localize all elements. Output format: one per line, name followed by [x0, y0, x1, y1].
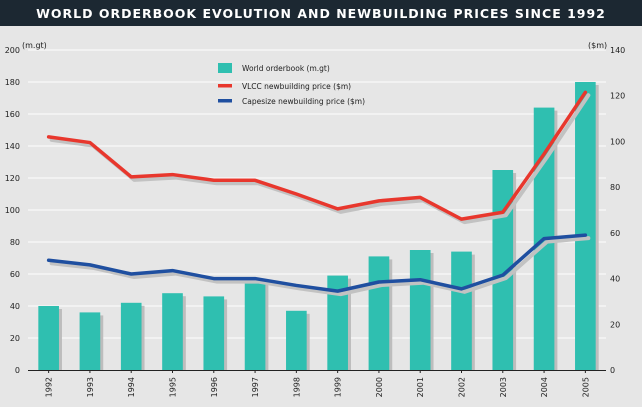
vlcc-price-line [46, 90, 588, 221]
x-tick-label: 2002 [458, 377, 467, 397]
left-tick-label: 60 [10, 270, 20, 279]
legend-label-orderbook: World orderbook (m.gt) [242, 64, 330, 73]
right-tick-label: 80 [610, 183, 620, 192]
left-tick-label: 80 [10, 238, 20, 247]
title-bar: WORLD ORDERBOOK EVOLUTION AND NEWBUILDIN… [0, 0, 642, 26]
x-tick-label: 1997 [251, 377, 260, 397]
line-shadow [49, 93, 591, 225]
bar-1993 [79, 312, 101, 370]
left-tick-label: 20 [10, 334, 20, 343]
price-lines [46, 90, 591, 297]
x-tick-label: 2000 [375, 377, 384, 397]
x-tick-label: 1992 [45, 377, 54, 397]
bar-2005 [575, 82, 596, 370]
x-tick-label: 1994 [127, 377, 136, 397]
left-tick-label: 180 [5, 78, 20, 87]
left-axis-unit: (m.gt) [22, 41, 47, 50]
right-tick-label: 120 [610, 92, 625, 101]
left-tick-label: 120 [5, 174, 20, 183]
bar-1997 [244, 278, 266, 370]
right-axis-ticks: 0 20 40 60 80 100 120 140 [610, 46, 625, 375]
x-tick-label: 1999 [334, 377, 343, 397]
bar-1999 [327, 275, 348, 370]
left-tick-label: 140 [5, 142, 20, 151]
capesize-price-line [46, 233, 588, 293]
bar-2000 [368, 256, 390, 370]
legend-label-vlcc: VLCC newbuilding price ($m) [242, 82, 351, 91]
bar-1992 [38, 306, 59, 370]
x-tick-label: 2004 [540, 377, 549, 397]
legend-swatch-capesize [218, 99, 232, 103]
x-tick-label: 2003 [499, 377, 508, 397]
left-axis-ticks: 0 20 40 60 80 100 120 140 160 180 200 [5, 46, 20, 375]
legend-label-capesize: Capesize newbuilding price ($m) [242, 97, 365, 106]
left-tick-label: 0 [15, 366, 20, 375]
legend-swatch-orderbook [218, 63, 232, 73]
chart-title: WORLD ORDERBOOK EVOLUTION AND NEWBUILDIN… [36, 5, 606, 21]
right-tick-label: 40 [610, 275, 620, 284]
legend: World orderbook (m.gt) VLCC newbuilding … [218, 63, 365, 106]
left-tick-label: 160 [5, 110, 20, 119]
left-tick-label: 40 [10, 302, 20, 311]
x-tick-label: 1995 [169, 377, 178, 397]
left-tick-label: 100 [5, 206, 20, 215]
x-tick-label: 2005 [581, 377, 590, 397]
right-tick-label: 0 [610, 366, 615, 375]
bar-1994 [120, 302, 142, 370]
orderbook-bars [38, 82, 599, 370]
x-tick-label: 1996 [210, 377, 219, 397]
x-axis-ticks: 1992 1993 1994 1995 1996 1997 1998 1999 2000 2001… [45, 370, 590, 397]
right-tick-label: 20 [610, 320, 620, 329]
bar-2003 [492, 170, 514, 370]
right-tick-label: 100 [610, 137, 625, 146]
x-tick-label: 1993 [86, 377, 95, 397]
bar-2001 [409, 250, 431, 370]
bar-1996 [203, 296, 225, 370]
right-axis-unit: ($m) [588, 41, 607, 50]
bar-1998 [286, 310, 307, 370]
legend-swatch-vlcc [218, 84, 232, 88]
x-tick-label: 1998 [292, 377, 301, 397]
x-tick-label: 2001 [416, 377, 425, 397]
line-shadow [49, 236, 591, 297]
left-tick-label: 200 [5, 46, 20, 55]
bar-2002 [451, 251, 472, 370]
right-tick-label: 140 [610, 46, 625, 55]
bar-1995 [162, 293, 183, 370]
right-tick-label: 60 [610, 229, 620, 238]
